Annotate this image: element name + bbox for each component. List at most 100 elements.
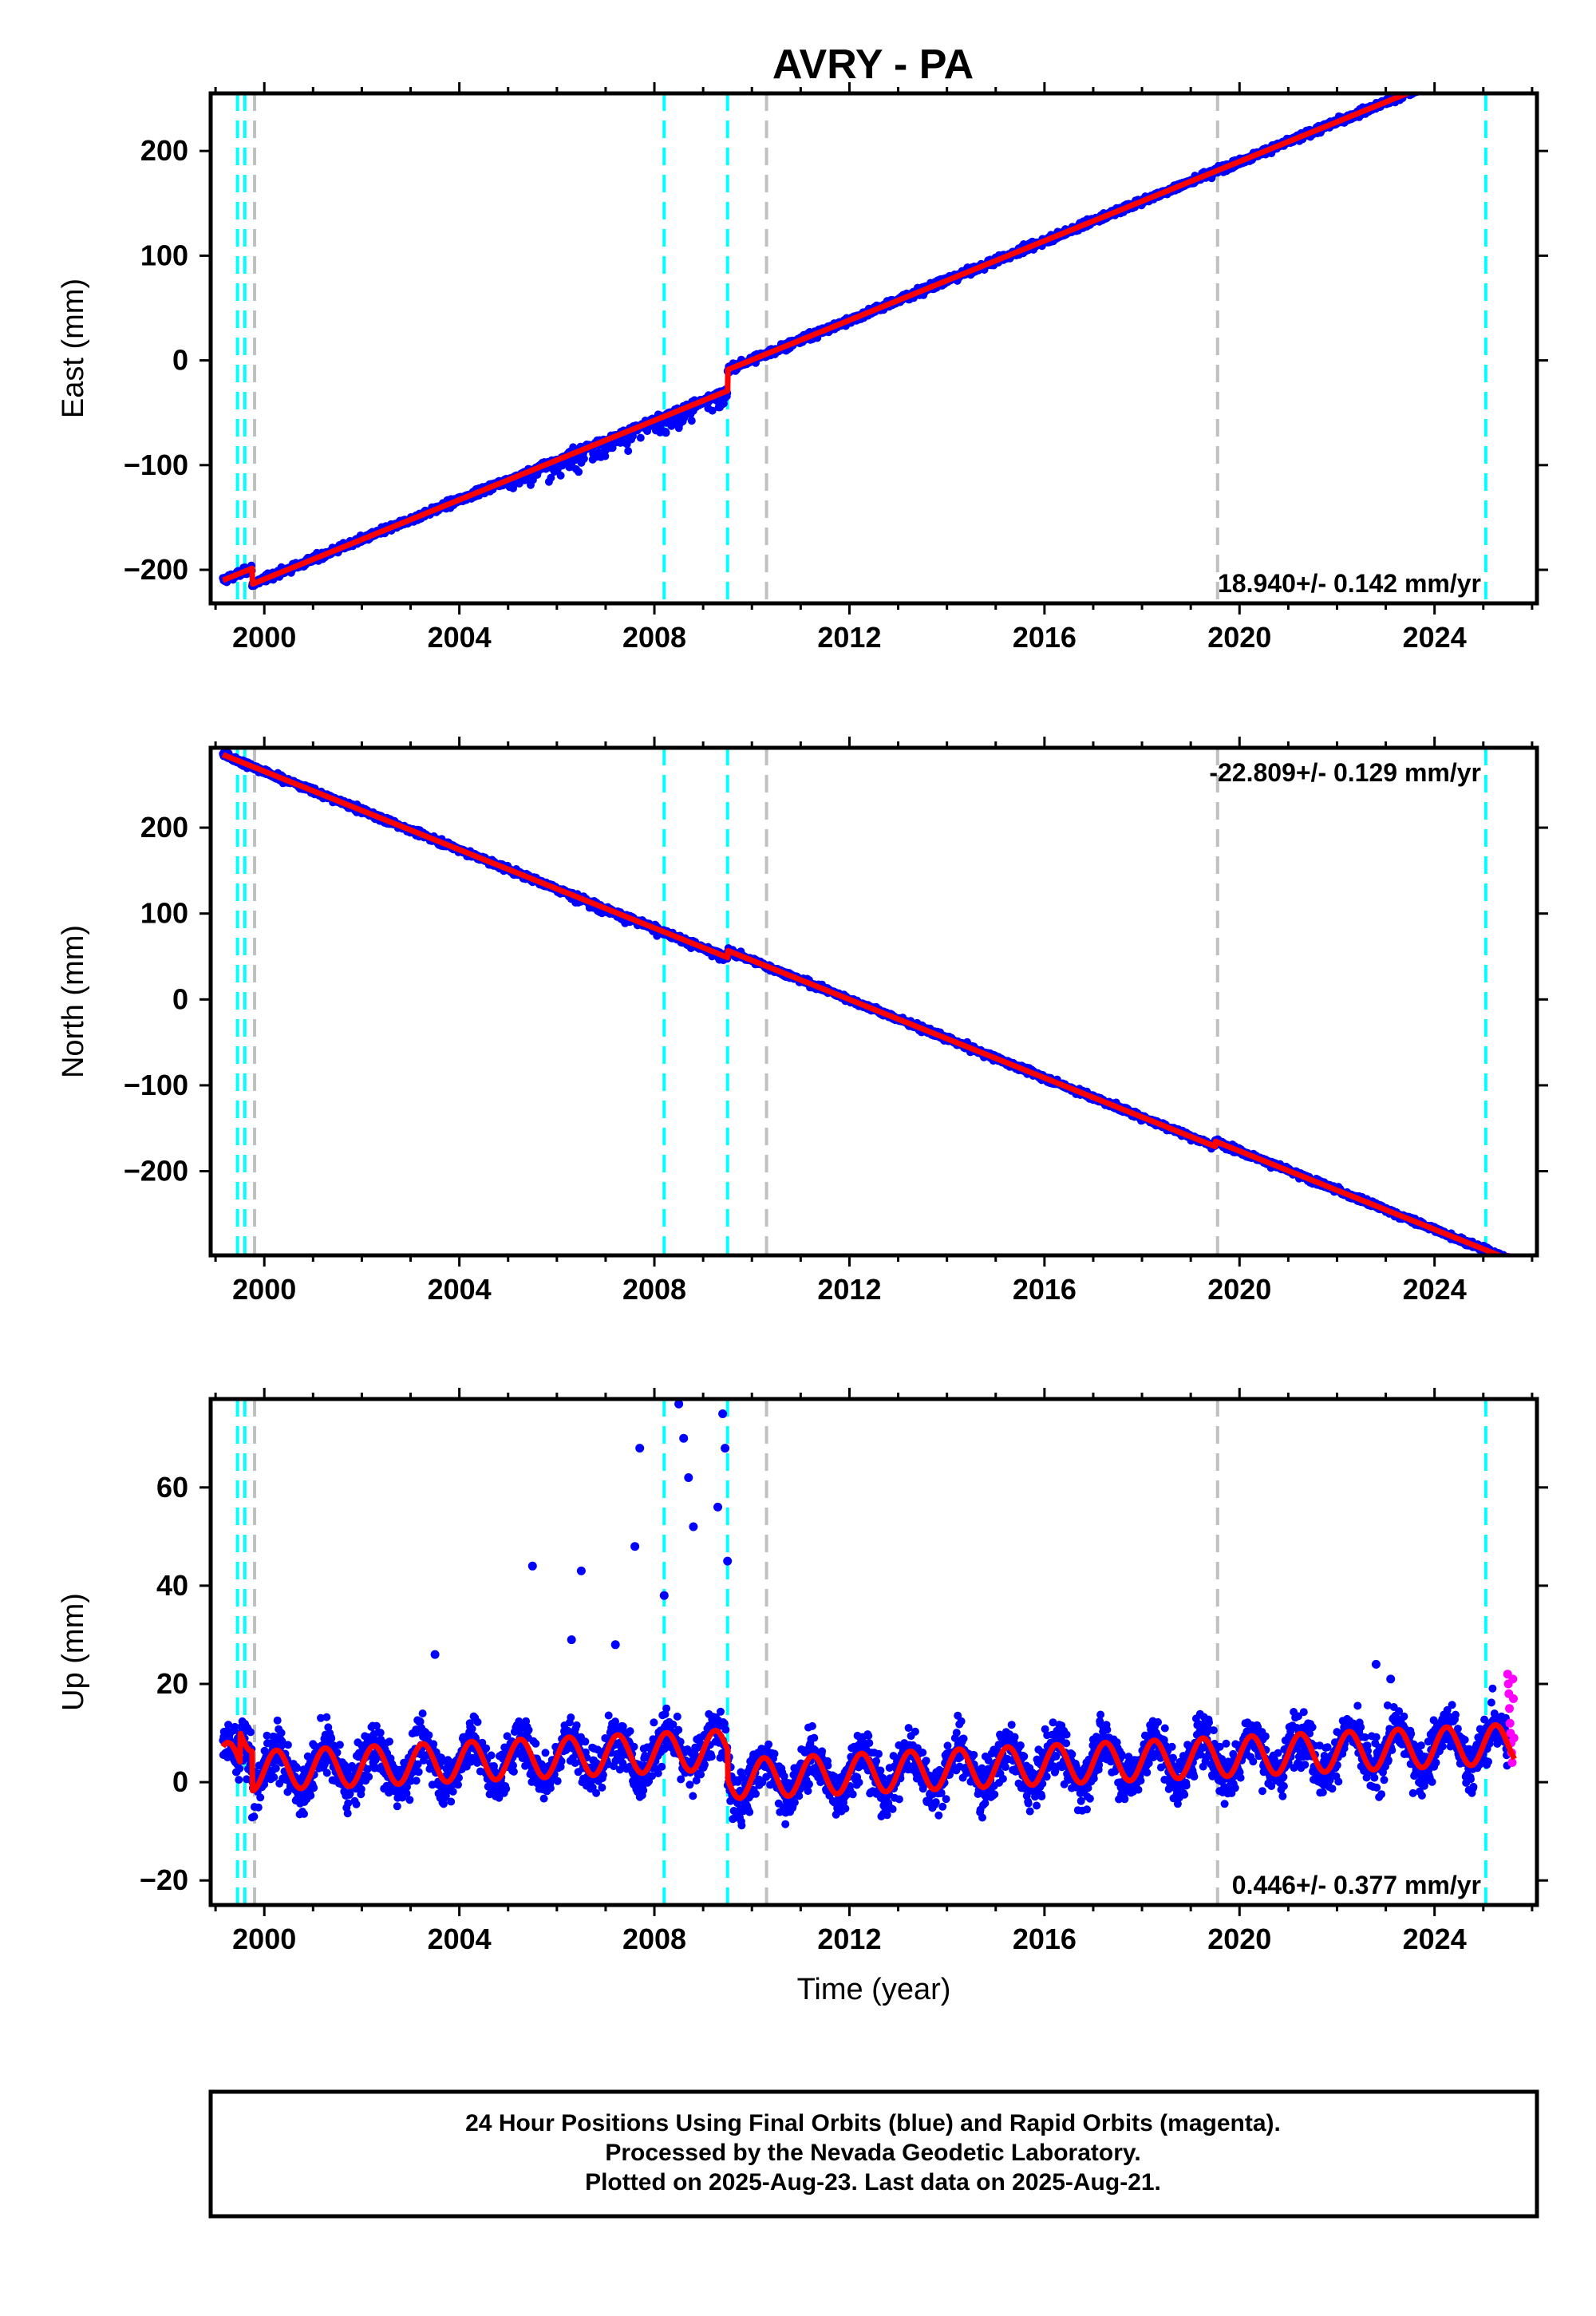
final-orbit-point xyxy=(1476,61,1484,69)
final-orbit-point xyxy=(1454,69,1462,77)
final-orbit-point xyxy=(1436,74,1444,82)
final-orbit-point xyxy=(1443,76,1451,84)
x-tick-label: 2008 xyxy=(622,621,686,654)
x-tick-label: 2020 xyxy=(1207,621,1271,654)
final-orbit-point xyxy=(1444,71,1452,79)
y-tick-label: −100 xyxy=(124,449,188,481)
final-orbit-point xyxy=(1460,68,1468,76)
final-orbit-point xyxy=(1438,74,1446,82)
final-orbit-point xyxy=(1460,65,1468,73)
final-orbit-point xyxy=(1465,63,1473,71)
final-orbit-point xyxy=(1436,75,1444,83)
final-orbit-point xyxy=(1419,84,1427,92)
final-orbit-point xyxy=(1499,53,1507,61)
final-orbit-point xyxy=(1451,71,1459,79)
final-orbit-point xyxy=(1440,73,1448,81)
final-orbit-point xyxy=(1418,81,1426,89)
final-orbit-point xyxy=(1491,53,1499,61)
final-orbit-point xyxy=(1458,66,1466,74)
final-orbit-point xyxy=(1471,61,1479,69)
final-orbit-point xyxy=(1448,75,1456,83)
chart-title: AVRY - PA xyxy=(772,41,974,88)
final-orbit-point xyxy=(662,429,670,437)
final-orbit-point xyxy=(1490,53,1498,61)
final-orbit-point xyxy=(1479,58,1487,66)
final-orbit-point xyxy=(1466,62,1474,70)
final-orbit-point xyxy=(1454,70,1462,78)
final-orbit-point xyxy=(1497,50,1505,58)
rapid-orbit-point xyxy=(1505,49,1515,59)
final-orbit-point xyxy=(1448,70,1456,78)
x-tick-label: 2016 xyxy=(1013,621,1077,654)
y-tick-label: −200 xyxy=(124,553,188,586)
final-orbit-point xyxy=(1501,49,1509,57)
y-tick-label: 100 xyxy=(140,239,188,271)
final-orbit-point xyxy=(1420,81,1428,89)
final-orbit-point xyxy=(1442,77,1450,85)
final-orbit-point xyxy=(1449,73,1457,81)
final-orbit-point xyxy=(1456,68,1464,76)
plot-area-east xyxy=(219,46,1515,603)
x-tick-label: 2012 xyxy=(817,621,881,654)
rate-annotation: 18.940+/- 0.142 mm/yr xyxy=(1218,569,1481,598)
final-orbit-point xyxy=(1440,77,1448,85)
final-orbit-point xyxy=(1437,73,1445,81)
final-orbit-point xyxy=(1434,73,1442,81)
final-orbit-point xyxy=(1436,77,1444,85)
final-orbit-point xyxy=(1489,56,1497,64)
final-orbit-point xyxy=(1472,63,1480,71)
final-orbit-point xyxy=(1491,53,1499,61)
final-orbit-point xyxy=(1480,55,1488,63)
final-orbit-point xyxy=(1453,69,1461,77)
final-orbit-point xyxy=(1498,50,1506,58)
final-orbit-point xyxy=(1501,52,1509,60)
final-orbit-point xyxy=(1483,59,1491,67)
final-orbit-point xyxy=(1452,69,1460,77)
final-orbit-point xyxy=(1469,63,1477,71)
final-orbit-point xyxy=(1487,57,1495,65)
final-orbit-point xyxy=(1495,53,1503,61)
final-orbit-point xyxy=(1457,65,1465,73)
final-orbit-point xyxy=(1472,61,1479,69)
final-orbit-point xyxy=(1491,57,1499,65)
final-orbit-point xyxy=(1486,55,1494,63)
final-orbit-point xyxy=(1444,74,1452,82)
final-orbit-point xyxy=(1479,60,1487,68)
final-orbit-point xyxy=(1456,69,1464,77)
final-orbit-point xyxy=(1449,72,1457,80)
panel-north: 2000 2004 2008 2012 2016 2020 2024−200−1000100… xyxy=(57,737,1548,1306)
final-orbit-point xyxy=(1407,84,1415,92)
final-orbit-point xyxy=(1474,57,1482,65)
rapid-orbit-point xyxy=(1503,46,1513,56)
final-orbit-point xyxy=(1441,72,1449,80)
final-orbit-point xyxy=(1441,74,1449,82)
final-orbit-point xyxy=(1433,75,1441,83)
x-tick-label: 2000 xyxy=(232,621,296,654)
final-orbit-point xyxy=(1464,65,1472,73)
final-orbit-point xyxy=(1479,57,1487,65)
final-orbit-point xyxy=(1487,54,1495,62)
final-orbit-point xyxy=(1499,46,1507,54)
final-orbit-point xyxy=(1418,85,1426,93)
final-orbit-point xyxy=(1447,71,1455,79)
y-tick-label: 200 xyxy=(140,134,188,167)
final-orbit-point xyxy=(1477,59,1485,67)
final-orbit-point xyxy=(1422,82,1430,90)
final-orbit-point xyxy=(1448,71,1456,79)
final-orbit-point xyxy=(1424,80,1432,88)
final-orbit-point xyxy=(1476,63,1483,71)
final-orbit-point xyxy=(1492,53,1500,61)
final-orbit-point xyxy=(1494,54,1502,62)
final-orbit-point xyxy=(1483,55,1491,63)
final-orbit-point xyxy=(1440,73,1448,81)
final-orbit-point xyxy=(1482,59,1490,67)
final-orbit-point xyxy=(1452,73,1460,81)
final-orbit-point xyxy=(1436,79,1444,87)
final-orbit-point xyxy=(1416,85,1424,93)
final-orbit-point xyxy=(1503,49,1511,57)
final-orbit-point xyxy=(1478,60,1486,68)
x-tick-label: 2004 xyxy=(428,621,492,654)
final-orbit-point xyxy=(1459,69,1467,77)
final-orbit-point xyxy=(1470,61,1478,69)
final-orbit-point xyxy=(1439,73,1447,81)
